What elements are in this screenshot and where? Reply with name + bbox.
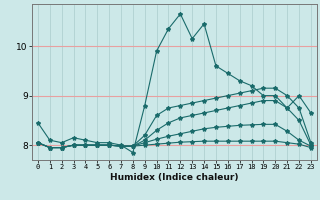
X-axis label: Humidex (Indice chaleur): Humidex (Indice chaleur) (110, 173, 239, 182)
